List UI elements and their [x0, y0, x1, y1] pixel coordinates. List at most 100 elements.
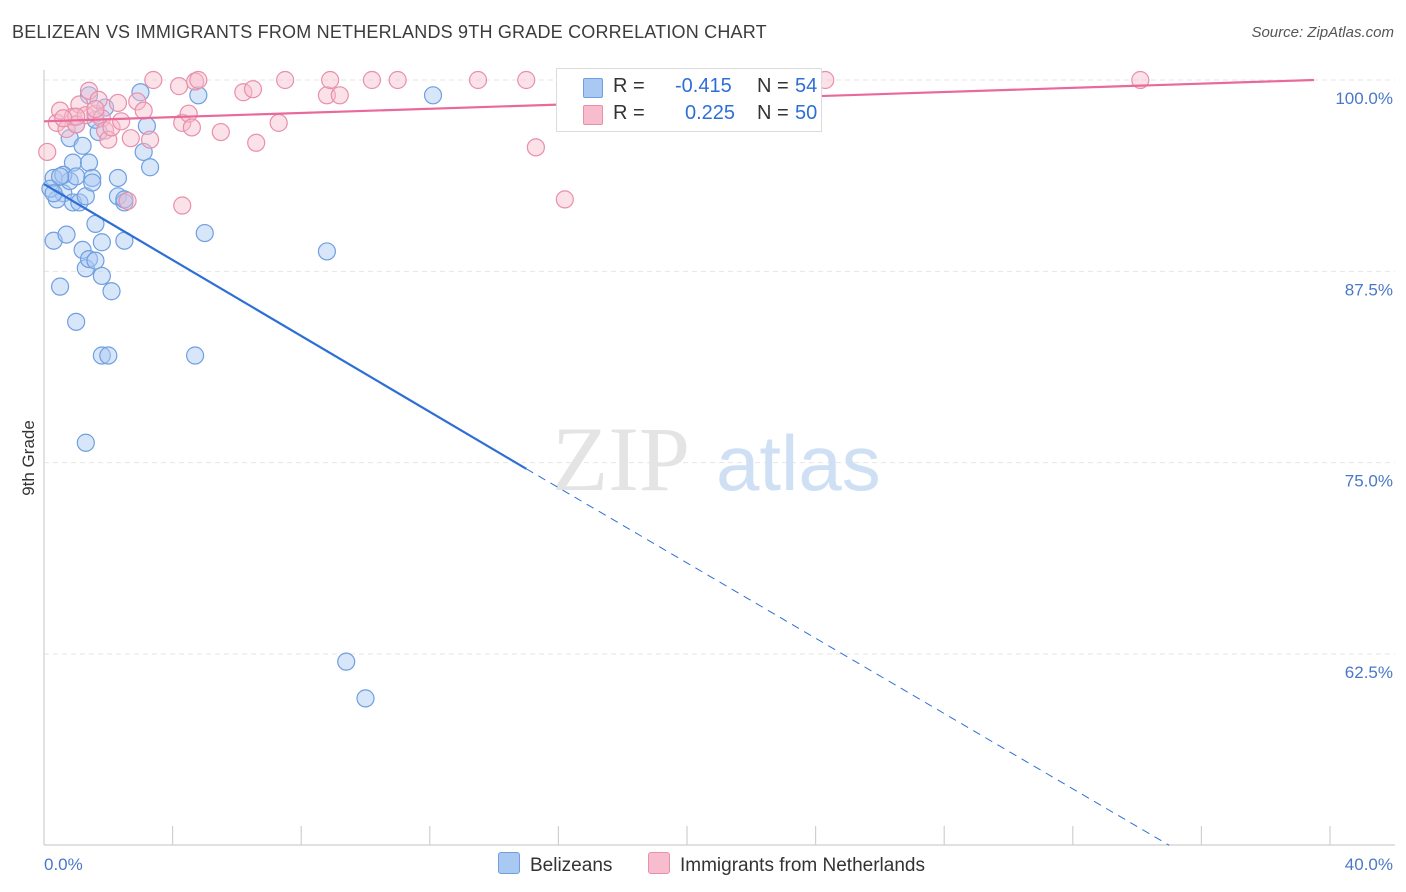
belizeans-point	[108, 168, 128, 188]
belizeans-point	[73, 136, 92, 155]
belizeans-point	[50, 277, 70, 296]
belizeans-point	[67, 312, 86, 331]
netherlands-point	[555, 190, 574, 209]
netherlands-point	[86, 104, 105, 123]
netherlands-point	[517, 70, 536, 90]
belizeans-point	[63, 153, 83, 172]
netherlands-point	[128, 92, 147, 111]
watermark: ZIP atlas	[552, 408, 881, 510]
belizeans-point	[92, 266, 111, 286]
netherlands-point	[134, 101, 153, 120]
netherlands-point	[179, 104, 198, 123]
netherlands-point	[211, 122, 230, 142]
x-tick-label-min: 0.0%	[44, 855, 83, 874]
legend-label-belizeans: Belizeans	[530, 855, 613, 876]
belizeans-point	[73, 240, 92, 260]
netherlands-point	[144, 70, 163, 90]
y-tick-label: 62.5%	[1345, 663, 1393, 682]
belizeans-trend-line	[43, 183, 527, 470]
netherlands-point	[526, 138, 545, 157]
source-label: Source: ZipAtlas.com	[1251, 24, 1394, 41]
scatter-points	[38, 70, 1150, 708]
netherlands-point	[86, 99, 105, 119]
netherlands-point	[321, 70, 340, 90]
belizeans-point	[356, 689, 375, 708]
netherlands-point	[317, 86, 337, 105]
belizeans-point	[79, 249, 99, 269]
netherlands-point	[247, 133, 266, 152]
belizeans-point	[79, 153, 99, 172]
belizeans-point	[195, 223, 214, 243]
legend-item-belizeans[interactable]: Belizeans	[498, 852, 612, 877]
netherlands-point	[189, 70, 208, 90]
belizeans-point	[83, 173, 102, 192]
legend-item-netherlands[interactable]: Immigrants from Netherlands	[648, 852, 925, 877]
n-label: N =	[757, 75, 789, 97]
belizeans-point	[92, 346, 111, 365]
x-tick-label-max: 40.0%	[1345, 855, 1393, 874]
belizeans-point	[67, 167, 86, 186]
netherlands-point	[330, 86, 349, 105]
gridlines	[44, 79, 1395, 655]
belizeans-point	[317, 242, 337, 261]
netherlands-point	[173, 196, 192, 215]
netherlands-point	[79, 81, 99, 100]
belizeans-point	[57, 225, 76, 244]
n-value-belizeans: 54	[795, 75, 818, 97]
netherlands-point	[38, 142, 57, 162]
belizeans-point	[102, 282, 121, 301]
y-tick-label: 100.0%	[1335, 89, 1393, 108]
netherlands-point	[169, 77, 189, 96]
n-label: N =	[757, 102, 789, 124]
netherlands-point	[276, 70, 295, 90]
netherlands-point	[468, 70, 488, 90]
r-label: R =	[613, 75, 645, 97]
netherlands-point	[362, 70, 382, 90]
r-label: R =	[613, 102, 645, 124]
y-tick-label: 75.0%	[1345, 472, 1393, 491]
belizeans-point	[92, 233, 111, 252]
x-tick-marks	[172, 826, 1331, 845]
netherlands-point	[182, 118, 201, 137]
belizeans-legend-swatch	[498, 852, 520, 874]
netherlands-point	[112, 112, 131, 131]
netherlands-point	[1131, 70, 1150, 90]
netherlands-swatch	[583, 105, 603, 125]
netherlands-point	[140, 130, 160, 149]
netherlands-point	[173, 113, 192, 132]
belizeans-trend-line-extrapolated	[525, 468, 1170, 846]
belizeans-point	[337, 652, 356, 671]
belizeans-point	[140, 158, 160, 177]
netherlands-point	[388, 70, 407, 90]
netherlands-point	[108, 93, 128, 113]
belizeans-point	[423, 86, 443, 105]
belizeans-point	[99, 346, 118, 365]
y-tick-label: 87.5%	[1345, 280, 1393, 299]
r-value-belizeans: -0.415	[675, 75, 732, 97]
netherlands-point	[243, 80, 263, 99]
stats-legend: R = -0.415 N = 54 R = 0.225 N = 50	[556, 68, 822, 132]
netherlands-point	[54, 109, 73, 128]
n-value-netherlands: 50	[795, 102, 818, 124]
y-tick-labels: 62.5% 75.0% 87.5% 100.0%	[1335, 89, 1393, 682]
r-value-netherlands: 0.225	[685, 102, 736, 124]
axes	[43, 70, 1395, 846]
belizeans-point	[186, 346, 205, 365]
belizeans-point	[50, 167, 70, 186]
watermark-atlas: atlas	[716, 419, 881, 507]
netherlands-legend-swatch	[648, 852, 670, 874]
belizeans-swatch	[583, 78, 603, 98]
netherlands-point	[118, 191, 137, 211]
y-axis-title: 9th Grade	[19, 420, 38, 496]
belizeans-point	[86, 251, 105, 270]
belizeans-point	[44, 184, 63, 203]
chart-title: BELIZEAN VS IMMIGRANTS FROM NETHERLANDS …	[12, 22, 767, 42]
belizeans-point	[189, 86, 208, 105]
legend-label-netherlands: Immigrants from Netherlands	[680, 855, 925, 876]
watermark-zip: ZIP	[552, 408, 690, 510]
belizeans-point	[76, 433, 95, 452]
netherlands-point	[269, 113, 288, 132]
belizeans-point	[83, 168, 102, 188]
netherlands-point	[121, 129, 140, 148]
